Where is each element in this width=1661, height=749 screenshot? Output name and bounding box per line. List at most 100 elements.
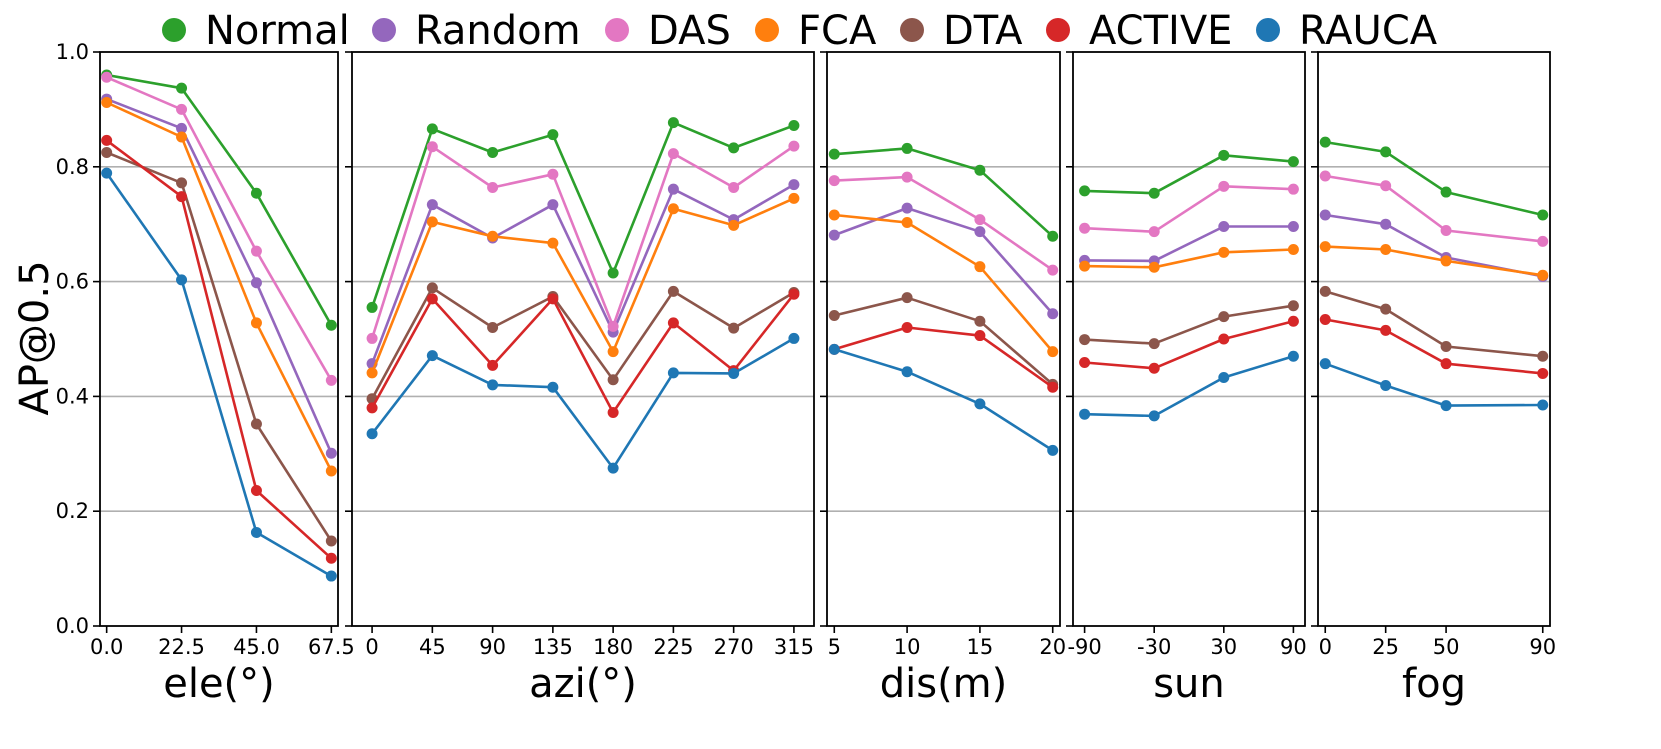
fog-point-dta xyxy=(1440,340,1452,352)
dis-point-dta xyxy=(828,309,840,321)
ele-point-rauca xyxy=(101,167,113,179)
ele-point-normal xyxy=(176,82,188,94)
dis-x-tick-label-10: 10 xyxy=(894,635,921,659)
ele-point-das xyxy=(250,245,262,257)
legend-marker-rauca xyxy=(1256,18,1280,42)
azi-point-fca xyxy=(366,367,378,379)
fog-point-normal xyxy=(1440,186,1452,198)
legend-entry-rauca: RAUCA xyxy=(1256,8,1438,54)
dis-point-fca xyxy=(1047,346,1059,358)
legend-label-das: DAS xyxy=(648,8,731,54)
ele-series-line-rauca xyxy=(105,172,332,578)
legend-entry-fca: FCA xyxy=(755,8,877,54)
azi-point-normal xyxy=(728,142,740,154)
dis-x-tick-label-5: 5 xyxy=(828,635,841,659)
dis-point-rauca xyxy=(974,398,986,410)
azi-series-line-rauca xyxy=(371,337,795,470)
dis-x-tick-label-20: 20 xyxy=(1039,635,1066,659)
azi-point-fca xyxy=(728,219,740,231)
fog-x-axis-title: fog xyxy=(1402,661,1466,707)
dis-point-fca xyxy=(901,216,913,228)
dis-point-active xyxy=(1047,381,1059,393)
ele-point-active xyxy=(101,134,113,146)
azi-point-rauca xyxy=(366,428,378,440)
azi-series-line-fca xyxy=(370,197,795,374)
sun-series-line-random xyxy=(1084,225,1294,263)
dis-x-tick-label-15: 15 xyxy=(967,635,994,659)
panel-dis: 5 10 15 20 dis(m) xyxy=(820,51,1066,707)
dis-series-line-normal xyxy=(834,147,1054,238)
fog-series-line-dta xyxy=(1324,290,1543,358)
panel-azi: 0 45 90 135 180 225 270 315 azi(°) xyxy=(345,51,815,707)
y-tick-label-0.0: 0.0 xyxy=(56,614,89,638)
sun-series-line-normal xyxy=(1084,154,1294,195)
sun-point-rauca xyxy=(1148,410,1160,422)
azi-point-fca xyxy=(426,216,438,228)
azi-point-random xyxy=(426,199,438,211)
ele-series-line-active xyxy=(105,139,333,560)
ele-point-fca xyxy=(176,131,188,143)
legend-label-normal: Normal xyxy=(205,8,350,54)
ele-point-normal xyxy=(325,319,337,331)
legend-entry-random: Random xyxy=(372,8,581,54)
sun-point-das xyxy=(1148,226,1160,238)
fog-point-random xyxy=(1319,209,1331,221)
fog-point-rauca xyxy=(1319,358,1331,370)
fog-point-active xyxy=(1440,358,1452,370)
azi-point-fca xyxy=(547,237,559,249)
fog-point-normal xyxy=(1319,136,1331,148)
panel-frame xyxy=(351,51,815,627)
azi-x-tick-label-135: 135 xyxy=(533,635,573,659)
azi-point-rauca xyxy=(487,379,499,391)
legend-marker-active xyxy=(1046,18,1070,42)
fog-point-rauca xyxy=(1440,400,1452,412)
azi-point-das xyxy=(728,181,740,193)
dis-point-random xyxy=(974,226,986,238)
sun-series-line-active xyxy=(1084,319,1294,370)
dis-series-line-rauca xyxy=(833,348,1054,452)
dis-point-active xyxy=(901,322,913,334)
ele-point-rauca xyxy=(176,274,188,286)
legend-label-fca: FCA xyxy=(798,8,877,54)
fog-x-tick-label-0: 0 xyxy=(1319,635,1332,659)
azi-point-active xyxy=(366,402,378,414)
ele-point-dta xyxy=(250,418,262,430)
fog-point-random xyxy=(1380,218,1392,230)
sun-x-tick-label--30: -30 xyxy=(1137,635,1171,659)
sun-series-line-fca xyxy=(1084,248,1294,269)
azi-point-fca xyxy=(667,203,679,215)
fog-x-tick-label-25: 25 xyxy=(1372,635,1399,659)
azi-point-active xyxy=(607,406,619,418)
azi-point-das xyxy=(366,332,378,344)
panel-fog: 0 25 50 90 fog xyxy=(1311,51,1556,707)
legend-label-random: Random xyxy=(415,8,581,54)
ele-series-line-das xyxy=(106,76,333,381)
azi-x-tick-label-270: 270 xyxy=(714,635,754,659)
azi-point-rauca xyxy=(607,462,619,474)
fog-point-dta xyxy=(1319,285,1331,297)
azi-point-dta xyxy=(426,282,438,294)
legend-label-active: ACTIVE xyxy=(1089,8,1232,54)
fog-point-das xyxy=(1440,225,1452,237)
legend-label-rauca: RAUCA xyxy=(1299,8,1438,54)
azi-series-line-dta xyxy=(370,286,795,400)
panel-frame xyxy=(1072,51,1306,627)
azi-x-tick-label-315: 315 xyxy=(774,635,814,659)
azi-series-line-active xyxy=(370,293,795,414)
legend-marker-normal xyxy=(162,18,186,42)
legend-entry-das: DAS xyxy=(605,8,731,54)
dis-point-normal xyxy=(828,148,840,160)
fog-series-line-rauca xyxy=(1324,362,1543,407)
azi-point-normal xyxy=(547,129,559,141)
sun-point-fca xyxy=(1079,260,1091,272)
dis-point-dta xyxy=(974,315,986,327)
dis-point-normal xyxy=(901,142,913,154)
azi-point-das xyxy=(607,320,619,332)
ele-point-active xyxy=(250,485,262,497)
ele-point-fca xyxy=(101,97,113,109)
dis-point-random xyxy=(1047,308,1059,320)
fog-point-das xyxy=(1319,170,1331,182)
ele-point-normal xyxy=(250,187,262,199)
azi-point-dta xyxy=(728,322,740,334)
dis-series-line-dta xyxy=(833,296,1054,386)
